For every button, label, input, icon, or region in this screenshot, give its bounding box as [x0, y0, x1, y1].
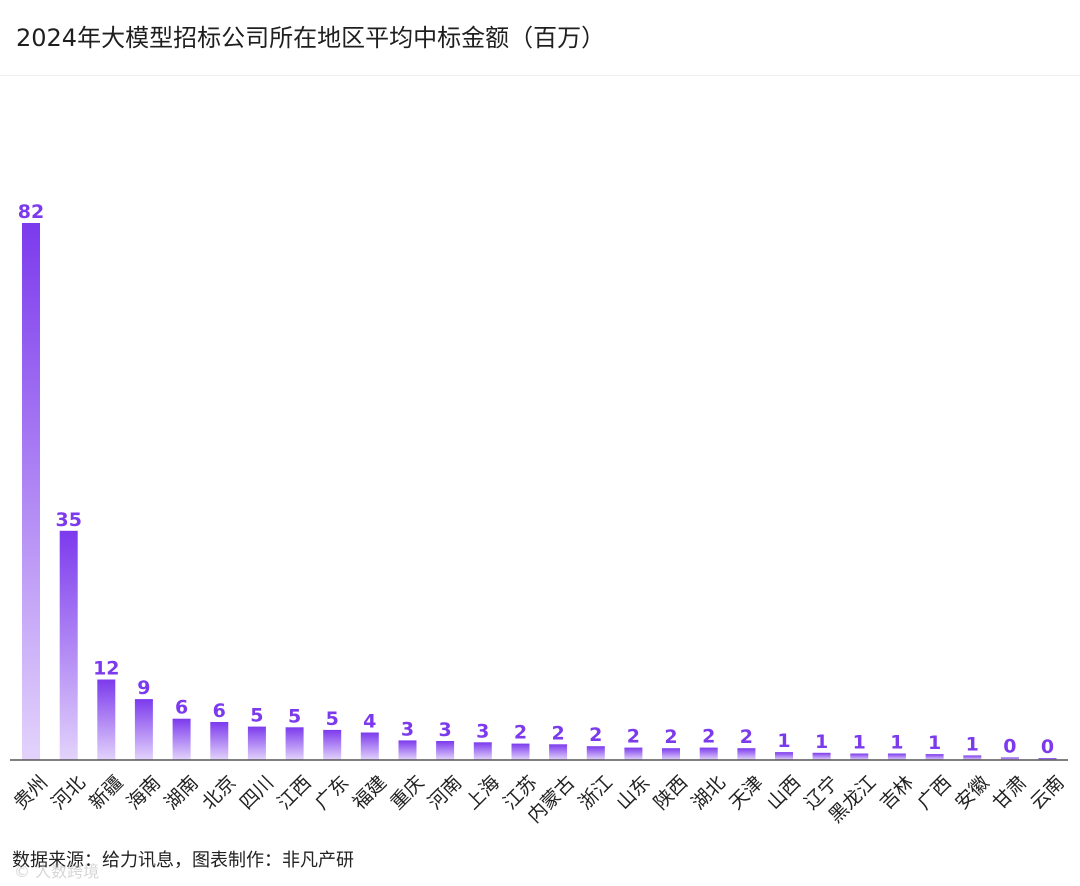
value-label-黑龙江: 1: [853, 732, 866, 754]
bar-上海: [473, 742, 492, 760]
value-label-河北: 35: [55, 509, 81, 531]
bar-四川: [247, 726, 266, 760]
bar-山东: [624, 747, 643, 760]
value-label-浙江: 2: [589, 724, 602, 746]
value-label-湖南: 6: [175, 697, 188, 719]
value-label-甘肃: 0: [1003, 735, 1016, 757]
value-label-重庆: 3: [401, 718, 414, 740]
bar-湖南: [172, 718, 191, 760]
category-label-山西: 山西: [763, 772, 805, 814]
category-label-陕西: 陕西: [650, 772, 692, 814]
bar-北京: [210, 722, 229, 760]
category-label-河北: 河北: [47, 772, 89, 814]
category-label-天津: 天津: [725, 772, 767, 814]
bar-河北: [59, 530, 78, 760]
category-label-甘肃: 甘肃: [989, 772, 1031, 814]
value-label-北京: 6: [213, 700, 226, 722]
bar-黑龙江: [850, 753, 869, 760]
value-label-广西: 1: [928, 732, 941, 754]
bar-辽宁: [812, 752, 831, 760]
bar-云南: [1038, 758, 1057, 760]
bar-重庆: [398, 740, 417, 760]
bars-group: [22, 223, 1057, 761]
value-label-天津: 2: [740, 726, 753, 748]
category-label-广西: 广西: [913, 772, 955, 814]
bar-安徽: [963, 755, 982, 760]
chart-title: 2024年大模型招标公司所在地区平均中标金额（百万）: [16, 24, 606, 52]
value-label-江西: 5: [288, 705, 301, 727]
category-label-海南: 海南: [123, 772, 165, 814]
bar-海南: [134, 699, 153, 760]
value-label-安徽: 1: [966, 733, 979, 755]
data-source-note: 数据来源：给力讯息，图表制作：非凡产研: [12, 850, 354, 871]
value-label-新疆: 12: [93, 658, 119, 680]
category-label-山东: 山东: [612, 772, 654, 814]
category-label-上海: 上海: [462, 772, 504, 814]
bar-天津: [737, 748, 756, 760]
bar-江苏: [511, 743, 530, 760]
value-label-吉林: 1: [890, 732, 903, 754]
value-label-贵州: 82: [18, 201, 44, 223]
value-labels-group: 82 35 12 9 6 6 5 5 5 4 3 3 3 2 2 2 2 2 2 2 1 1 1 1 1 1 0 0: [18, 201, 1054, 758]
value-label-山西: 1: [777, 730, 790, 752]
category-label-江西: 江西: [273, 772, 315, 814]
bar-新疆: [97, 679, 116, 761]
category-label-安徽: 安徽: [951, 772, 993, 814]
value-label-陕西: 2: [664, 726, 677, 748]
value-label-江苏: 2: [514, 722, 527, 744]
value-label-辽宁: 1: [815, 731, 828, 753]
bar-河南: [436, 741, 455, 760]
category-label-湖北: 湖北: [687, 772, 729, 814]
value-label-上海: 3: [476, 720, 489, 742]
value-label-湖北: 2: [702, 726, 715, 748]
bar-广西: [925, 754, 944, 760]
value-label-山东: 2: [627, 726, 640, 748]
bar-浙江: [586, 746, 605, 760]
category-label-云南: 云南: [1026, 772, 1068, 814]
value-label-海南: 9: [137, 677, 150, 699]
category-label-新疆: 新疆: [85, 772, 127, 814]
bar-陕西: [662, 748, 680, 760]
category-label-浙江: 浙江: [575, 772, 617, 814]
value-label-河南: 3: [438, 719, 451, 741]
bar-甘肃: [1000, 757, 1019, 760]
category-label-河南: 河南: [424, 772, 466, 814]
bar-吉林: [887, 753, 906, 760]
category-label-福建: 福建: [349, 772, 391, 814]
bar-江西: [285, 727, 304, 760]
category-label-四川: 四川: [236, 772, 278, 814]
bar-福建: [360, 732, 379, 760]
bar-广东: [323, 729, 342, 760]
value-label-云南: 0: [1041, 736, 1054, 758]
bar-湖北: [699, 747, 718, 760]
watermark-text: © 人数跨境: [14, 862, 100, 881]
category-labels-group: 贵州河北新疆海南湖南北京四川江西广东福建重庆河南上海江苏内蒙古浙江山东陕西湖北天…: [10, 772, 1069, 828]
category-label-吉林: 吉林: [876, 772, 918, 814]
bar-贵州: [22, 223, 40, 760]
value-label-内蒙古: 2: [551, 722, 564, 744]
bar-山西: [775, 752, 793, 760]
value-label-四川: 5: [250, 705, 263, 727]
category-label-广东: 广东: [311, 772, 353, 814]
category-label-贵州: 贵州: [10, 772, 52, 814]
value-label-广东: 5: [326, 708, 339, 730]
category-label-湖南: 湖南: [160, 772, 202, 814]
category-label-北京: 北京: [198, 772, 240, 814]
value-label-福建: 4: [363, 711, 376, 733]
category-label-重庆: 重庆: [386, 772, 428, 814]
bar-内蒙古: [549, 744, 568, 760]
title-divider: [0, 75, 1080, 76]
